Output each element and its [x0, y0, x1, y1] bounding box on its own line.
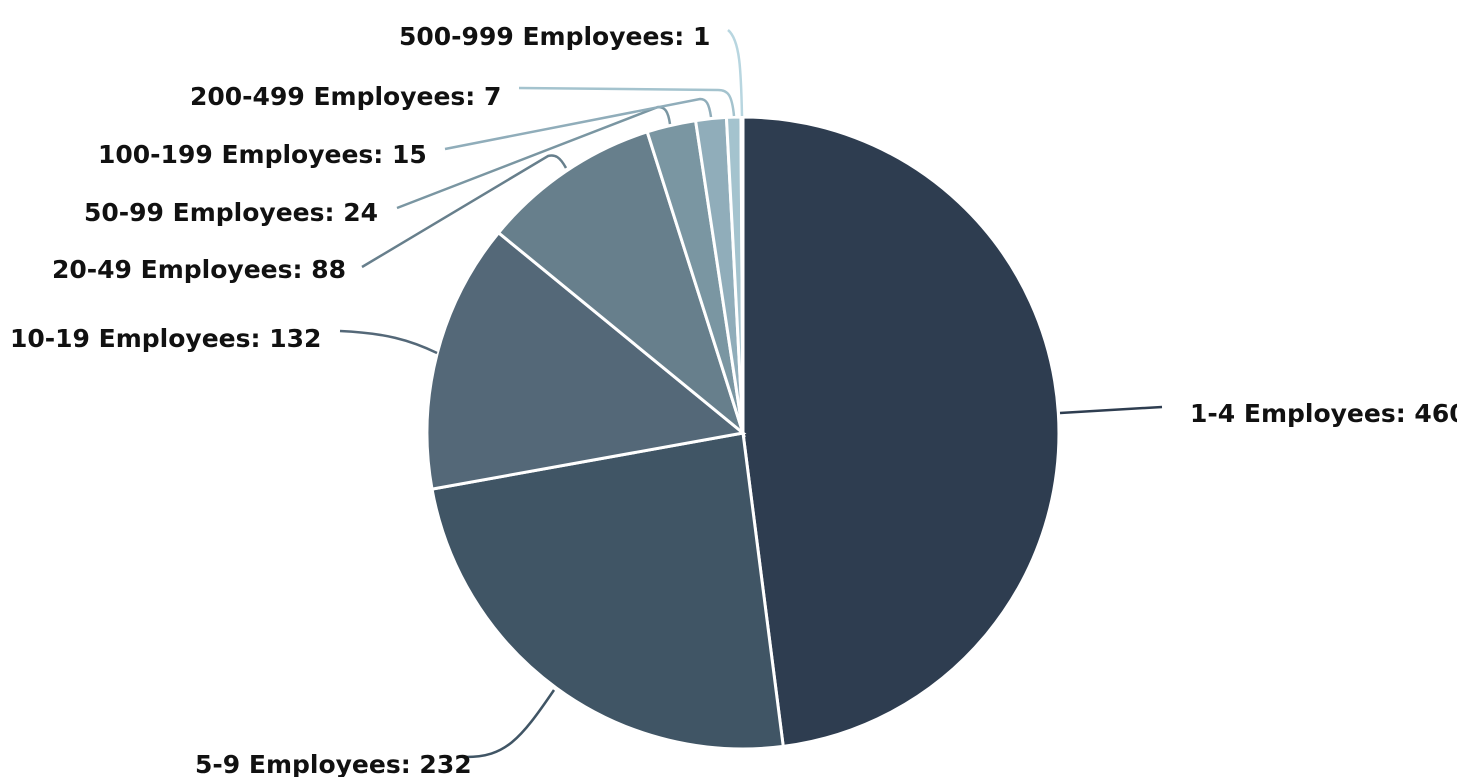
pie-slice-20-49-employees — [496, 129, 746, 438]
connector-line — [361, 154, 568, 269]
label-connectors — [339, 29, 1163, 759]
data-label: 50-99 Employees: 24 — [84, 198, 378, 227]
pie-slices — [425, 115, 1061, 751]
connector-line — [1059, 405, 1163, 415]
data-label: 500-999 Employees: 1 — [399, 22, 710, 51]
connector-line — [518, 86, 736, 117]
connector-line — [444, 97, 713, 151]
pie-slice-1-4-employees — [741, 115, 1061, 749]
pie-slice-500-999-employees — [739, 115, 745, 434]
connector-line — [465, 689, 556, 759]
pie-slice-10-19-employees — [425, 230, 747, 491]
data-label: 200-499 Employees: 7 — [190, 82, 501, 111]
pie-slice-5-9-employees — [430, 431, 785, 751]
connector-line — [727, 29, 744, 117]
data-label: 100-199 Employees: 15 — [98, 140, 427, 169]
data-label: 20-49 Employees: 88 — [52, 255, 346, 284]
data-label: 1-4 Employees: 460 — [1190, 399, 1457, 428]
data-label: 5-9 Employees: 232 — [195, 750, 472, 777]
slice-labels: 1-4 Employees: 460 5-9 Employees: 232 10-1… — [10, 22, 1457, 777]
connector-line — [339, 329, 438, 355]
data-label: 10-19 Employees: 132 — [10, 324, 321, 353]
